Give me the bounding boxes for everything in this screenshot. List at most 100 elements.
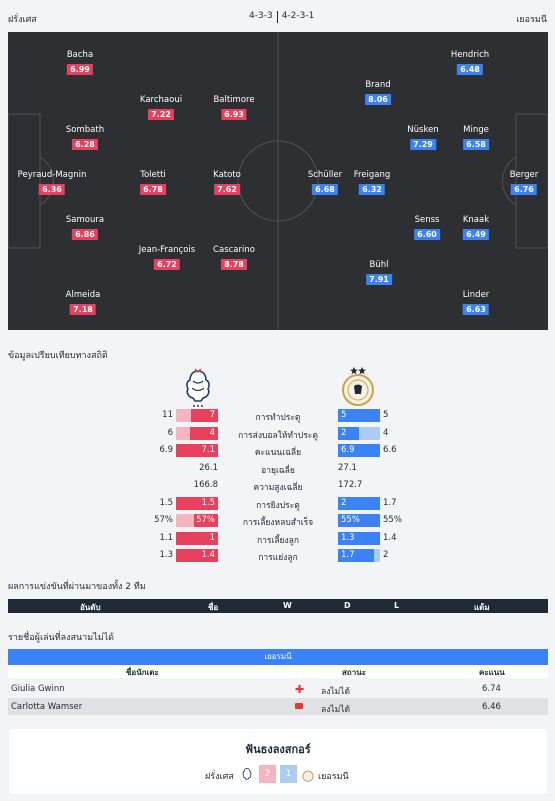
stat-away-total: 6.6: [383, 445, 397, 455]
player-away-4[interactable]: Minge 6.58: [463, 125, 489, 150]
player-away-3[interactable]: Nüsken 7.29: [407, 125, 439, 150]
red-card-icon: [295, 703, 303, 709]
stats-row: 57% 57% การเลี้ยงหลบสำเร็จ 55% 55%: [0, 514, 555, 528]
stat-label: คะแนนเฉลี่ย: [254, 448, 302, 458]
player-away-5[interactable]: Schüller 6.68: [307, 170, 343, 195]
stat-home-value: 7: [209, 410, 215, 420]
stats-title: ข้อมูลเปรียบเทียบทางสถิติ: [8, 351, 108, 361]
stat-home-bar: 57%: [176, 514, 218, 527]
stat-away-value: 172.7: [338, 480, 363, 490]
stat-home-total: 1.1: [159, 533, 173, 543]
stat-away-value: 27.1: [338, 463, 357, 473]
stat-home-bar-fill: [176, 497, 218, 510]
lineup-header: ฝรั่งเศส 4-3-3 4-2-3-1 เยอรมนี: [0, 0, 555, 32]
stat-away-value: 1.3: [341, 533, 355, 543]
stat-away-total: 55%: [383, 515, 402, 525]
stat-away-total: 1.4: [383, 533, 397, 543]
stat-home-bar: 7.1: [176, 444, 218, 457]
stat-home-value: 1: [209, 533, 215, 543]
player-away-10[interactable]: Bühl 7.91: [366, 260, 392, 285]
player-home-3[interactable]: Baltimore 6.93: [213, 95, 255, 120]
pitch: Bacha 6.99 Karchaoui 7.22 Baltimore 6.93 So…: [8, 32, 548, 330]
stat-away-value: 2: [341, 428, 347, 438]
stat-home-value: 26.1: [199, 463, 218, 473]
stat-home-bar-fill: [194, 514, 218, 527]
home-formation: 4-3-3: [249, 11, 273, 21]
missing-col-rating: คะแนน: [479, 668, 505, 677]
stat-home-bar-fill: [176, 444, 218, 457]
stat-home-value: 1.4: [201, 550, 215, 560]
player-home-6[interactable]: Toletti 6.78: [140, 170, 166, 195]
player-home-10[interactable]: Cascarino 8.78: [213, 245, 255, 270]
stat-away-bar-fill: [338, 514, 380, 527]
stat-home-bar: 7: [176, 409, 218, 422]
fans-away-votes[interactable]: 1: [280, 765, 297, 783]
stat-away-bar: 2: [338, 497, 380, 510]
stat-away-total: 1.7: [383, 498, 397, 508]
stats-row: 1.3 1.4 การแย่งลูก 1.7 2: [0, 549, 555, 563]
stat-home-value: 57%: [196, 515, 215, 525]
away-formation: 4-2-3-1: [281, 11, 315, 21]
fans-title: ฟันธงลงสกอร์: [245, 743, 311, 756]
formation-divider: [276, 11, 278, 23]
missing-table-header: ชื่อนักเตะ สถานะ คะแนน: [8, 665, 548, 678]
stats-row: 1.1 1 การเลี้ยงลูก 1.3 1.4: [0, 532, 555, 546]
stat-away-bar: 1.3: [338, 532, 380, 545]
player-home-4[interactable]: Sombath 6.28: [65, 125, 105, 150]
fans-home-votes[interactable]: 2: [259, 765, 276, 783]
player-home-9[interactable]: Jean-François 6.72: [138, 245, 196, 270]
stat-label: การทำประตู: [255, 413, 301, 423]
missing-col-status: สถานะ: [342, 668, 366, 677]
stat-away-bar-fill: [338, 444, 380, 457]
stat-away-bar-fill: [338, 549, 374, 562]
formations: 4-3-3 4-2-3-1: [249, 11, 314, 23]
stat-home-value: 7.1: [201, 445, 215, 455]
player-home-8[interactable]: Samoura 6.86: [65, 215, 105, 240]
player-home-2[interactable]: Karchaoui 7.22: [139, 95, 183, 120]
player-home-7[interactable]: Katoto 7.62: [213, 170, 241, 195]
player-home-5[interactable]: Peyraud-Magnin 6.36: [17, 170, 87, 195]
stat-home-bar-fill: [176, 549, 218, 562]
stats-row: 6.9 7.1 คะแนนเฉลี่ย 6.9 6.6: [0, 444, 555, 458]
fans-home-team: ฝรั่งเศส: [205, 772, 234, 782]
stat-home-bar: 4: [176, 427, 218, 440]
player-away-2[interactable]: Brand 8.06: [365, 80, 391, 105]
stat-away-bar: 1.7: [338, 549, 380, 562]
germany-crest-icon: [340, 363, 376, 410]
player-away-9[interactable]: Knaak 6.49: [462, 215, 490, 240]
h2h-title: ผลการแข่งขันที่ผ่านมาของทั้ง 2 ทีม: [8, 582, 146, 592]
france-crest-icon: [182, 367, 214, 412]
stat-away-bar: 2: [338, 427, 380, 440]
player-away-6[interactable]: Freigang 6.32: [353, 170, 391, 195]
stat-home-total: 11: [162, 410, 173, 420]
h2h-col-rank: อันดับ: [80, 603, 101, 612]
missing-player-status: ลงไม่ได้: [321, 705, 351, 715]
h2h-table-header: อันดับ ชื่อ W D L แต้ม: [8, 599, 548, 613]
pitch-markings: [8, 32, 548, 330]
h2h-col-name: ชื่อ: [208, 603, 219, 612]
h2h-col-points: แต้ม: [474, 603, 490, 612]
stat-away-bar-fill: [338, 532, 380, 545]
player-away-8[interactable]: Senss 6.60: [414, 215, 440, 240]
player-home-1[interactable]: Bacha 6.99: [66, 50, 94, 75]
player-home-11[interactable]: Almeida 7.18: [65, 290, 101, 315]
missing-title: รายชื่อผู้เล่นที่ลงสนามไม่ได้: [8, 633, 114, 643]
missing-row[interactable]: Giulia Gwinn ✚ ลงไม่ได้ 6.74: [8, 680, 548, 697]
away-team-name: เยอรมนี: [516, 15, 547, 25]
missing-player-rating: 6.74: [482, 684, 501, 694]
stat-home-value: 1.5: [201, 498, 215, 508]
player-away-11[interactable]: Linder 6.63: [462, 290, 490, 315]
h2h-col-l: L: [394, 601, 400, 610]
missing-row[interactable]: Carlotta Wamser ลงไม่ได้ 6.46: [8, 698, 548, 715]
missing-player-rating: 6.46: [482, 702, 501, 712]
player-away-7[interactable]: Berger 6.76: [509, 170, 539, 195]
player-away-1[interactable]: Hendrich 6.48: [450, 50, 490, 75]
stat-away-bar: 5: [338, 409, 380, 422]
missing-player-status: ลงไม่ได้: [321, 687, 351, 697]
stat-away-bar: 6.9: [338, 444, 380, 457]
stat-away-bar-fill: [338, 497, 380, 510]
stat-home-total: 1.5: [159, 498, 173, 508]
missing-player-name: Carlotta Wamser: [11, 702, 83, 712]
stat-home-total: 6: [167, 428, 173, 438]
stat-home-total: 57%: [154, 515, 173, 525]
